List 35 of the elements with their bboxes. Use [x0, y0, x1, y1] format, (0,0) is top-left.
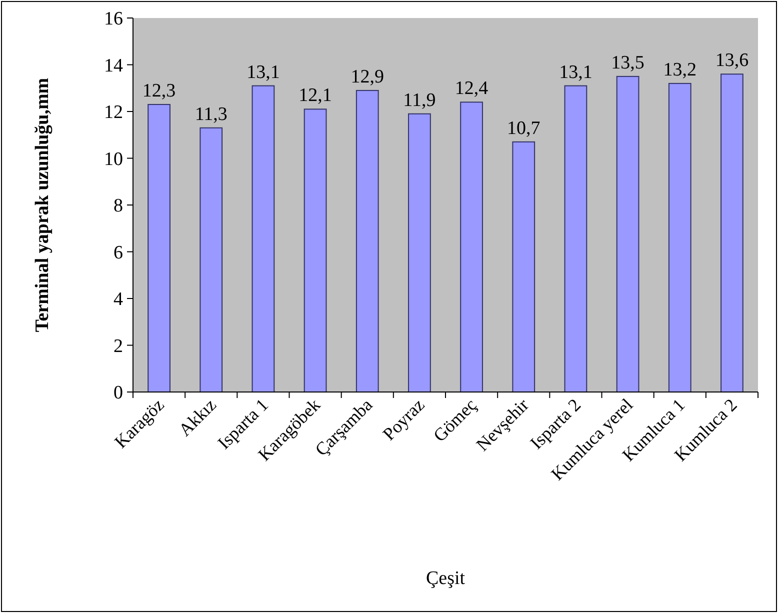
data-label: 12,4: [454, 78, 489, 100]
y-tick-label: 6: [114, 242, 123, 264]
data-label: 13,6: [715, 50, 749, 72]
bar: [668, 82, 692, 392]
data-label: 10,7: [507, 118, 540, 139]
y-tick-label: 4: [114, 289, 124, 310]
data-label: 12,3: [142, 80, 176, 102]
bar: [512, 141, 536, 392]
bar: [252, 85, 275, 392]
y-tick-label: 0: [114, 382, 123, 404]
bar: [616, 76, 640, 392]
bar: [356, 90, 379, 392]
y-tick-label: 8: [114, 196, 123, 217]
bar: [304, 108, 327, 392]
data-label: 11,9: [403, 90, 436, 111]
y-axis-title: Terminal yaprak uzunluğu,mm: [32, 78, 53, 332]
data-label: 13,1: [246, 62, 280, 83]
y-tick-label: 16: [104, 8, 123, 30]
data-label: 13,1: [559, 62, 592, 83]
x-axis-title: Çeşit: [426, 568, 466, 589]
data-label: 13,2: [663, 59, 696, 80]
bar: [148, 104, 170, 392]
data-label: 13,5: [611, 52, 644, 74]
bar: [564, 85, 588, 392]
bar: [200, 127, 223, 392]
y-tick-label: 14: [104, 55, 124, 76]
y-tick-label: 2: [114, 336, 123, 357]
bar: [720, 74, 744, 392]
bar: [408, 113, 431, 392]
bar: [460, 102, 483, 392]
y-tick-label: 10: [104, 148, 123, 170]
data-label: 12,1: [298, 85, 332, 106]
data-label: 12,9: [350, 66, 384, 88]
data-label: 11,3: [194, 104, 228, 125]
y-tick-label: 12: [104, 102, 123, 124]
